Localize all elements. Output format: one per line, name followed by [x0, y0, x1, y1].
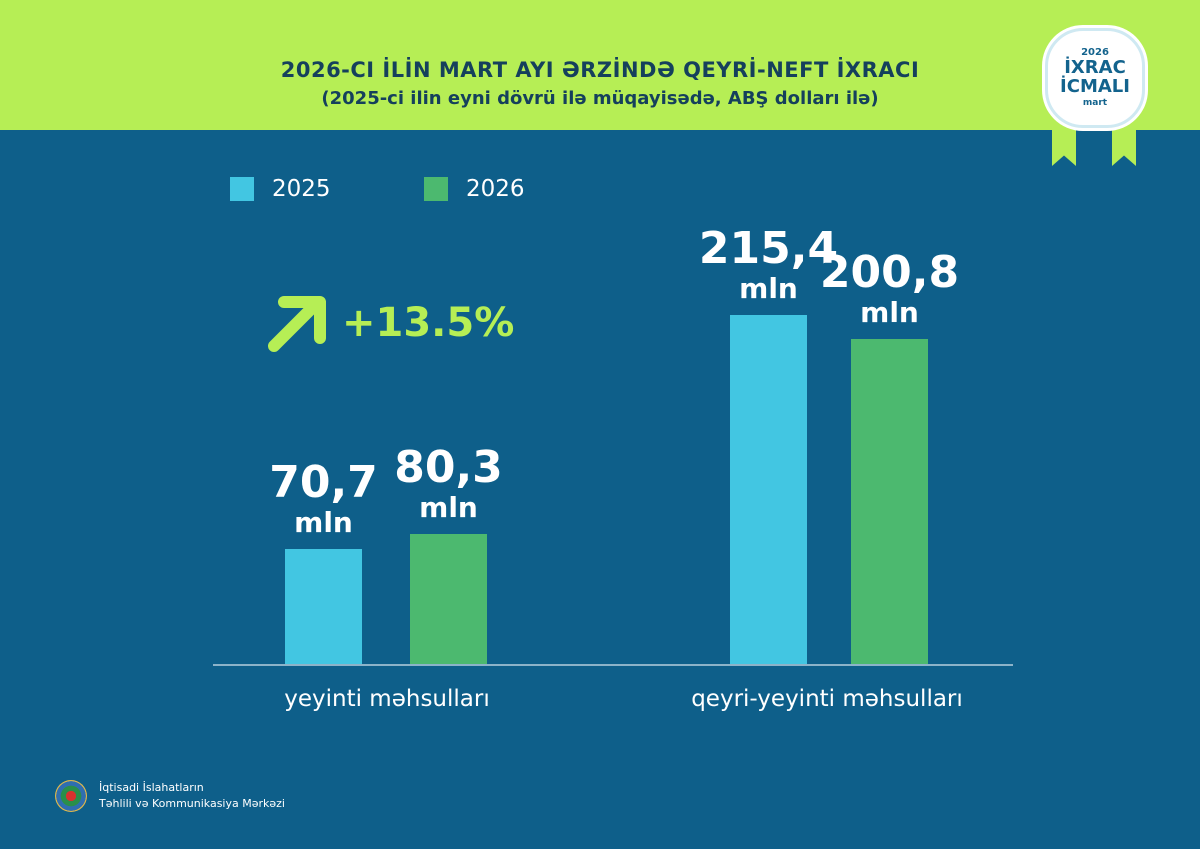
- data-label-unit: mln: [419, 490, 478, 524]
- emblem-logo: [55, 780, 87, 812]
- bar-2026-0: [410, 533, 487, 664]
- x-axis-line: [213, 664, 1013, 666]
- category-label: yeyinti məhsulları: [284, 686, 490, 712]
- badge-line2: İCMALI: [1060, 76, 1130, 97]
- legend-label: 2026: [466, 176, 525, 202]
- legend-swatch: [424, 177, 448, 201]
- data-label-unit: mln: [860, 295, 919, 329]
- bar-2025-0: [285, 549, 362, 664]
- legend-label: 2025: [272, 176, 331, 202]
- data-label: 215,4 mln: [669, 227, 869, 303]
- bar-2026-1: [851, 338, 928, 664]
- footer-org: İqtisadi İslahatların Təhlili və Kommuni…: [55, 780, 285, 812]
- growth-indicator: +13.5%: [262, 290, 514, 356]
- org-name-line2: Təhlili və Kommunikasiya Mərkəzi: [99, 797, 285, 810]
- chart-title: 2026-CI İLİN MART AYI ƏRZİNDƏ QEYRİ-NEFT…: [280, 58, 920, 82]
- data-label: 70,7 mln: [224, 461, 424, 537]
- legend-item-2025: 2025: [230, 176, 331, 202]
- legend-swatch: [230, 177, 254, 201]
- header-band: [0, 0, 1200, 130]
- data-label-unit: mln: [294, 506, 353, 540]
- legend-item-2026: 2026: [424, 176, 525, 202]
- data-label-unit: mln: [739, 272, 798, 306]
- category-label: qeyri-yeyinti məhsulları: [691, 686, 963, 712]
- badge-year: 2026: [1081, 47, 1109, 58]
- data-label: 200,8 mln: [790, 246, 990, 329]
- chart-subtitle: (2025-ci ilin eyni dövrü ilə müqayisədə,…: [321, 88, 879, 109]
- growth-percent: +13.5%: [342, 300, 515, 346]
- data-label-value: 200,8: [819, 246, 960, 298]
- data-label-value: 215,4: [698, 223, 839, 275]
- badge-logo: 2026 İXRAC İCMALI mart: [1045, 28, 1145, 128]
- data-label: 80,3 mln: [349, 441, 549, 524]
- bar-2025-1: [730, 315, 807, 664]
- data-label-value: 70,7: [269, 457, 378, 509]
- badge-line1: İXRAC: [1064, 57, 1126, 78]
- arrow-up-right-icon: [268, 296, 326, 352]
- data-label-value: 80,3: [394, 441, 503, 493]
- org-name-line1: İqtisadi İslahatların: [99, 781, 204, 794]
- badge-month: mart: [1082, 98, 1108, 108]
